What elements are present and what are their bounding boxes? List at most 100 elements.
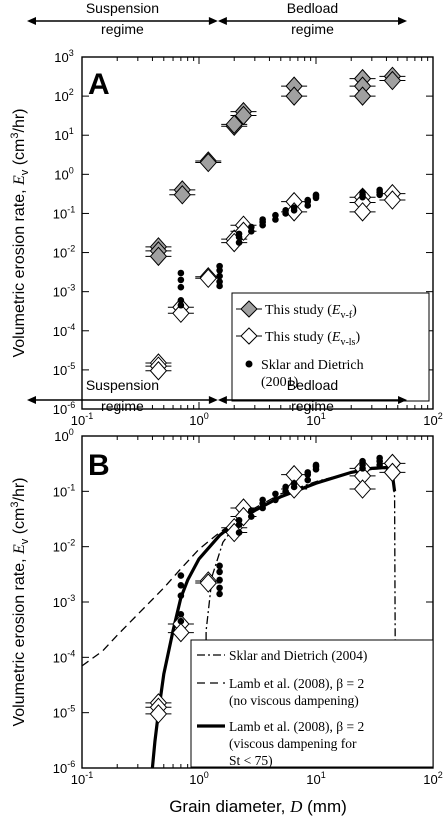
y-tick-label: 10-5 — [53, 361, 75, 378]
regime-arrow: Bedload regime — [217, 0, 408, 37]
x-axis-label: Grain diameter, D (mm) — [169, 797, 347, 816]
data-point-dot — [248, 223, 255, 231]
diamond-marker — [149, 361, 168, 381]
data-point-dot — [216, 272, 223, 280]
data-point-dot — [216, 576, 223, 584]
x-tick-label: 10-1 — [71, 411, 93, 428]
data-point-dot — [235, 230, 243, 238]
y-tick-label: 10-1 — [53, 482, 75, 499]
data-point-dot — [282, 483, 289, 491]
y-tick-label: 10-6 — [53, 759, 75, 776]
data-point-dot — [216, 267, 223, 274]
legend-label: Sklar and Dietrich (2004) — [229, 648, 367, 663]
arrow-head-left — [217, 396, 227, 404]
y-tick-label: 10-1 — [53, 204, 75, 221]
diamond-marker — [199, 573, 217, 593]
regime-arrow: Bedload regime — [217, 377, 408, 414]
legend-label: Lamb et al. (2008), β = 2 — [229, 719, 364, 734]
model-curve-dashed — [82, 466, 396, 667]
y-axis-label: Volumetric erosion rate, Ev (cm3/hr) — [9, 477, 31, 726]
data-point-dot — [304, 196, 312, 204]
data-point-dot — [259, 216, 266, 223]
arrow-head-right — [398, 396, 408, 404]
diamond-marker — [149, 704, 168, 724]
legend: This study (Ev-f) This study (Ev-ls) Sklar… — [231, 292, 430, 402]
arrow-head-left — [27, 396, 36, 404]
diamond-marker — [383, 70, 402, 91]
data-point-diamond — [379, 190, 406, 210]
data-point-dot — [235, 239, 243, 246]
data-point-diamond — [379, 462, 406, 483]
y-tick-label: 10-2 — [53, 538, 75, 555]
data-point-dot — [282, 207, 289, 214]
data-point-dot — [177, 297, 185, 304]
legend-label: St < 75) — [229, 753, 273, 768]
series-diamond-white — [145, 183, 406, 381]
diamond-marker — [225, 114, 243, 135]
data-point-dot — [177, 276, 185, 284]
arrow-head-right — [208, 396, 218, 404]
y-tick-label: 10-2 — [53, 244, 75, 261]
regime-label: regime — [101, 398, 144, 414]
data-point-diamond — [145, 246, 172, 267]
y-tick-label: 10-3 — [53, 593, 75, 610]
arrow-head-right — [208, 17, 218, 25]
data-point-dot — [312, 461, 320, 469]
data-point-diamond — [167, 303, 194, 324]
data-point-dot — [177, 269, 185, 277]
x-tick-label: 101 — [306, 770, 325, 787]
data-point-diamond — [379, 70, 406, 91]
arrow-head-left — [217, 17, 227, 25]
data-point-dot — [312, 191, 320, 199]
y-tick-label: 10-4 — [53, 648, 75, 665]
legend-label: Sklar and Dietrich — [261, 358, 364, 373]
y-tick-label: 10-6 — [53, 400, 75, 417]
diamond-marker — [149, 246, 168, 267]
legend-label: (2001) — [261, 375, 299, 390]
data-point-dot — [376, 454, 383, 462]
data-point-dot — [216, 584, 223, 592]
data-point-dot — [248, 513, 255, 520]
diamond-marker — [383, 462, 402, 483]
series-dot — [177, 186, 383, 309]
data-point-dot — [177, 301, 185, 309]
data-point-diamond — [221, 114, 248, 135]
data-point-diamond — [167, 622, 194, 643]
legend-dot — [245, 360, 253, 368]
x-tick-label: 101 — [306, 411, 325, 428]
diamond-marker — [199, 152, 217, 173]
legend-label: This study (Ev-f) — [265, 303, 357, 321]
data-point-dot — [235, 529, 243, 536]
diamond-marker — [234, 105, 253, 126]
diamond-marker — [172, 303, 190, 324]
data-point-dot — [259, 496, 266, 504]
data-point-dot — [290, 479, 298, 487]
regime-label: regime — [291, 21, 334, 37]
regime-arrow: Suspension regime — [27, 0, 218, 37]
data-point-dot — [177, 582, 185, 589]
data-point-diamond — [195, 152, 222, 173]
data-point-dot — [216, 562, 223, 570]
x-tick-label: 10-1 — [71, 770, 93, 787]
data-point-diamond — [349, 479, 376, 499]
legend-box — [231, 292, 430, 402]
data-point-dot — [304, 469, 312, 476]
data-point-dot — [376, 186, 383, 194]
regime-label: Suspension — [86, 0, 159, 16]
data-point-dot — [272, 211, 279, 219]
series-diamond-gray — [145, 66, 406, 267]
plot-frame — [81, 56, 434, 410]
series-dot — [177, 454, 383, 625]
legend-box — [190, 639, 434, 768]
legend-label: Lamb et al. (2008), β = 2 — [229, 676, 364, 691]
x-tick-label: 100 — [189, 770, 208, 787]
y-tick-label: 102 — [54, 87, 73, 104]
data-point-diamond — [281, 86, 308, 106]
panel-b: 10-1 100 101 10210-610-510-410-310-210-1100… — [9, 377, 443, 787]
x-tick-label: 102 — [423, 411, 442, 428]
data-point-diamond — [145, 704, 172, 724]
regime-label: regime — [101, 21, 144, 37]
y-tick-label: 101 — [54, 126, 73, 143]
data-point-diamond — [169, 185, 196, 205]
